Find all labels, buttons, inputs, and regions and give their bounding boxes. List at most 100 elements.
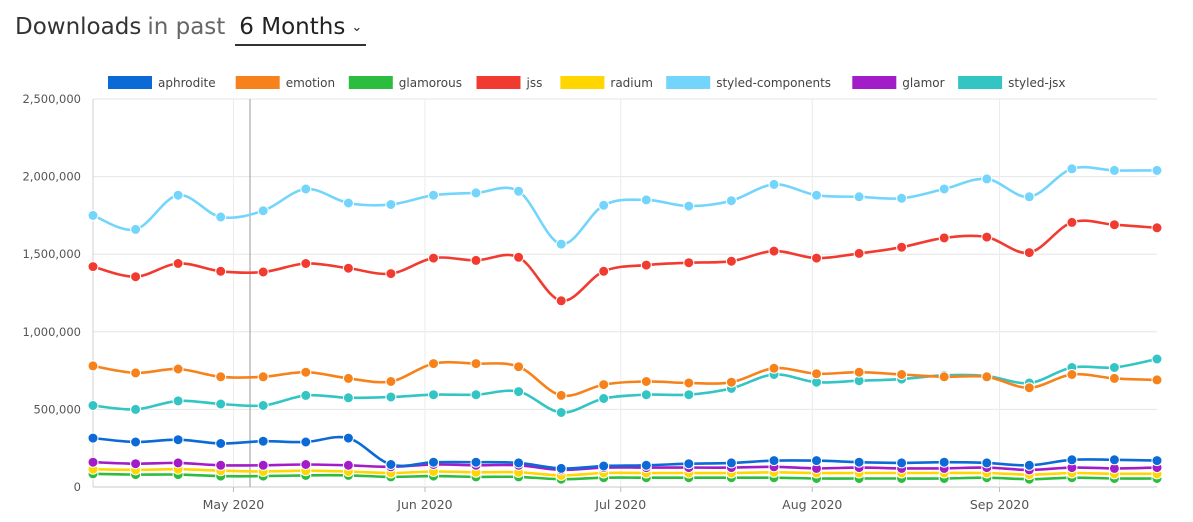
data-point[interactable]: [130, 367, 142, 379]
data-point[interactable]: [428, 252, 439, 264]
data-point[interactable]: [215, 398, 227, 410]
data-point[interactable]: [300, 389, 312, 401]
data-point[interactable]: [1108, 362, 1120, 373]
data-point[interactable]: [896, 457, 908, 469]
data-point[interactable]: [172, 189, 184, 201]
data-point[interactable]: [130, 223, 142, 235]
legend-item-styled-jsx[interactable]: styled-jsx: [958, 76, 1066, 90]
data-point[interactable]: [640, 459, 652, 471]
data-point[interactable]: [640, 259, 652, 271]
data-point[interactable]: [470, 187, 482, 199]
legend-item-jss[interactable]: jss: [476, 76, 543, 90]
data-point[interactable]: [981, 457, 993, 469]
data-point[interactable]: [1108, 219, 1120, 231]
data-point[interactable]: [342, 392, 354, 404]
data-point[interactable]: [683, 377, 695, 389]
data-point[interactable]: [342, 197, 354, 209]
data-point[interactable]: [938, 232, 950, 244]
data-point[interactable]: [768, 245, 780, 257]
data-point[interactable]: [342, 372, 354, 384]
data-point[interactable]: [1066, 454, 1078, 466]
data-point[interactable]: [1108, 372, 1120, 384]
data-point[interactable]: [87, 261, 99, 273]
data-point[interactable]: [87, 456, 99, 468]
data-point[interactable]: [1023, 247, 1035, 259]
data-point[interactable]: [428, 456, 439, 468]
data-point[interactable]: [725, 195, 737, 207]
data-point[interactable]: [87, 400, 99, 411]
data-point[interactable]: [896, 192, 908, 204]
data-point[interactable]: [342, 432, 354, 444]
data-point[interactable]: [470, 254, 482, 266]
data-point[interactable]: [130, 271, 142, 283]
data-point[interactable]: [981, 371, 993, 383]
data-point[interactable]: [853, 456, 865, 468]
data-point[interactable]: [683, 200, 695, 212]
data-point[interactable]: [470, 389, 482, 401]
data-point[interactable]: [428, 189, 439, 201]
data-point[interactable]: [640, 194, 652, 206]
data-point[interactable]: [640, 376, 652, 387]
data-point[interactable]: [811, 252, 822, 264]
data-point[interactable]: [300, 258, 312, 269]
data-point[interactable]: [513, 251, 525, 263]
data-point[interactable]: [257, 371, 269, 383]
data-point[interactable]: [215, 265, 227, 277]
data-point[interactable]: [1151, 222, 1163, 234]
data-point[interactable]: [725, 376, 737, 388]
data-point[interactable]: [896, 369, 908, 380]
data-point[interactable]: [598, 199, 610, 211]
data-point[interactable]: [300, 183, 312, 195]
data-point[interactable]: [555, 295, 567, 307]
data-point[interactable]: [428, 358, 439, 370]
data-point[interactable]: [87, 209, 99, 221]
data-point[interactable]: [725, 255, 737, 267]
data-point[interactable]: [555, 389, 567, 401]
data-point[interactable]: [300, 366, 312, 378]
data-point[interactable]: [172, 434, 184, 446]
data-point[interactable]: [385, 391, 397, 403]
data-point[interactable]: [257, 400, 269, 411]
data-point[interactable]: [1066, 163, 1078, 175]
period-select[interactable]: 6 Months ⌄: [235, 14, 367, 46]
data-point[interactable]: [938, 456, 950, 468]
legend-item-glamor[interactable]: glamor: [852, 76, 945, 90]
data-point[interactable]: [853, 191, 865, 203]
data-point[interactable]: [513, 361, 525, 373]
data-point[interactable]: [342, 459, 354, 471]
data-point[interactable]: [172, 363, 184, 375]
data-point[interactable]: [811, 455, 822, 467]
data-point[interactable]: [428, 389, 439, 401]
data-point[interactable]: [130, 458, 142, 470]
data-point[interactable]: [87, 360, 99, 372]
data-point[interactable]: [342, 262, 354, 274]
data-point[interactable]: [257, 266, 269, 278]
data-point[interactable]: [215, 459, 227, 471]
data-point[interactable]: [385, 268, 397, 280]
data-point[interactable]: [555, 238, 567, 250]
data-point[interactable]: [598, 393, 610, 404]
data-point[interactable]: [215, 438, 227, 449]
data-point[interactable]: [130, 436, 142, 448]
data-point[interactable]: [1066, 216, 1078, 228]
data-point[interactable]: [853, 366, 865, 378]
data-point[interactable]: [172, 395, 184, 407]
data-point[interactable]: [1023, 382, 1035, 394]
data-point[interactable]: [1151, 374, 1163, 386]
data-point[interactable]: [683, 257, 695, 269]
data-point[interactable]: [470, 358, 482, 370]
data-point[interactable]: [896, 241, 908, 253]
data-point[interactable]: [725, 457, 737, 469]
data-point[interactable]: [1066, 369, 1078, 380]
data-point[interactable]: [768, 178, 780, 190]
data-point[interactable]: [130, 403, 142, 415]
data-point[interactable]: [300, 436, 312, 448]
data-point[interactable]: [640, 389, 652, 401]
legend-item-glamorous[interactable]: glamorous: [348, 76, 462, 90]
data-point[interactable]: [257, 205, 269, 217]
data-point[interactable]: [981, 231, 993, 243]
data-point[interactable]: [87, 432, 99, 444]
legend-item-radium[interactable]: radium: [560, 76, 653, 90]
data-point[interactable]: [1151, 353, 1163, 365]
data-point[interactable]: [215, 371, 227, 383]
